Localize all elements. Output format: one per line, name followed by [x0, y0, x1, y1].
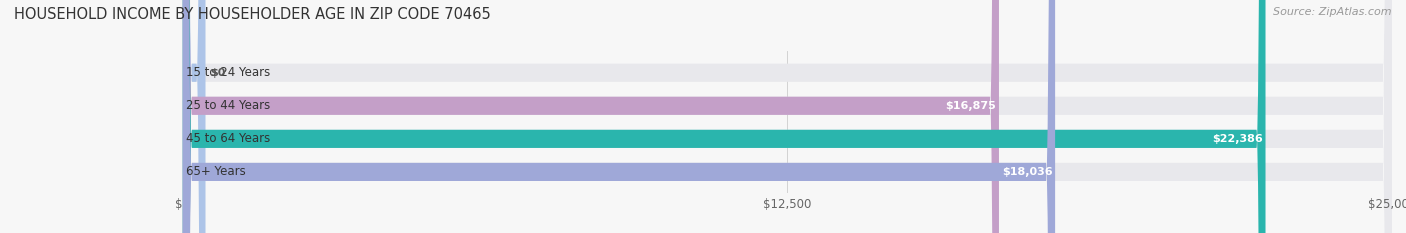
Text: Source: ZipAtlas.com: Source: ZipAtlas.com	[1274, 7, 1392, 17]
FancyBboxPatch shape	[183, 0, 1054, 233]
Text: $22,386: $22,386	[1212, 134, 1263, 144]
FancyBboxPatch shape	[183, 0, 1392, 233]
FancyBboxPatch shape	[183, 0, 1000, 233]
FancyBboxPatch shape	[183, 0, 205, 233]
Text: 25 to 44 Years: 25 to 44 Years	[186, 99, 270, 112]
Text: $0: $0	[209, 68, 225, 78]
Text: 45 to 64 Years: 45 to 64 Years	[186, 132, 270, 145]
Text: $16,875: $16,875	[945, 101, 997, 111]
FancyBboxPatch shape	[183, 0, 1392, 233]
Text: 15 to 24 Years: 15 to 24 Years	[186, 66, 270, 79]
Text: HOUSEHOLD INCOME BY HOUSEHOLDER AGE IN ZIP CODE 70465: HOUSEHOLD INCOME BY HOUSEHOLDER AGE IN Z…	[14, 7, 491, 22]
FancyBboxPatch shape	[183, 0, 1392, 233]
Text: $18,036: $18,036	[1001, 167, 1052, 177]
FancyBboxPatch shape	[183, 0, 1265, 233]
Text: 65+ Years: 65+ Years	[186, 165, 245, 178]
FancyBboxPatch shape	[183, 0, 1392, 233]
